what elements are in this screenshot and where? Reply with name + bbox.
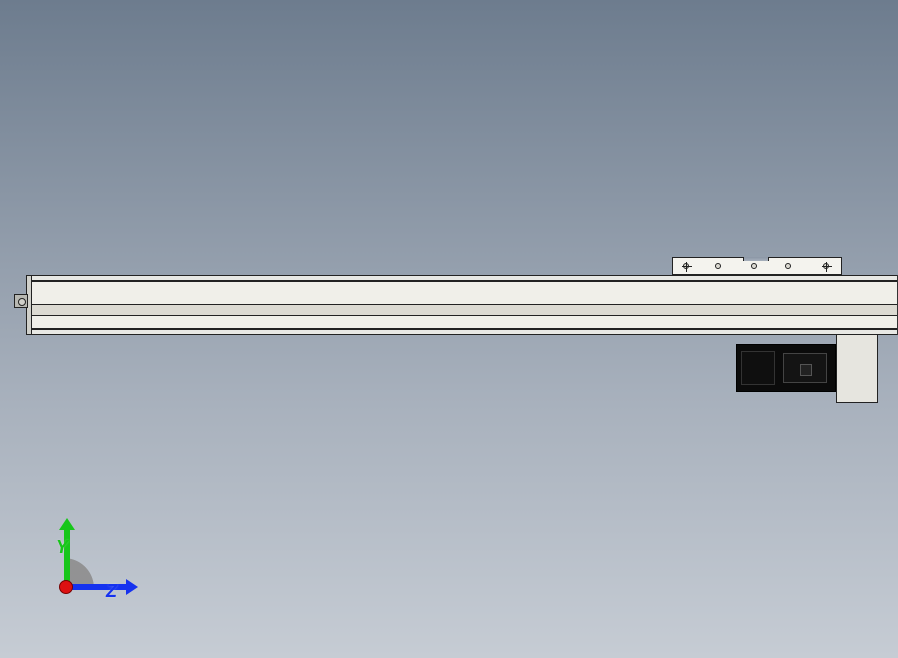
mount-hole-3-icon [751, 263, 757, 269]
y-axis-label: Y [56, 538, 68, 556]
rail-bottom-flange [32, 329, 898, 335]
linear-rail[interactable] [32, 275, 898, 335]
z-axis-label: Z [106, 582, 117, 600]
motor-mount-bracket[interactable] [836, 335, 878, 403]
motor-body-side [741, 351, 775, 385]
cad-viewport[interactable]: Y Z [0, 0, 898, 658]
idler-end-connector[interactable] [14, 294, 28, 308]
orientation-triad[interactable] [42, 530, 126, 614]
mount-hole-1-icon [683, 263, 689, 269]
mount-hole-4-icon [785, 263, 791, 269]
mount-hole-2-icon [715, 263, 721, 269]
rail-t-slot [32, 304, 898, 316]
carriage-mount-plate[interactable] [672, 257, 842, 275]
motor-face-plate [783, 353, 827, 383]
z-axis-arrow-icon[interactable] [64, 584, 128, 590]
mount-hole-5-icon [823, 263, 829, 269]
x-axis-origin-icon[interactable] [59, 580, 73, 594]
plate-notch [743, 257, 769, 261]
rail-body [32, 281, 898, 329]
stepper-motor[interactable] [736, 344, 836, 392]
